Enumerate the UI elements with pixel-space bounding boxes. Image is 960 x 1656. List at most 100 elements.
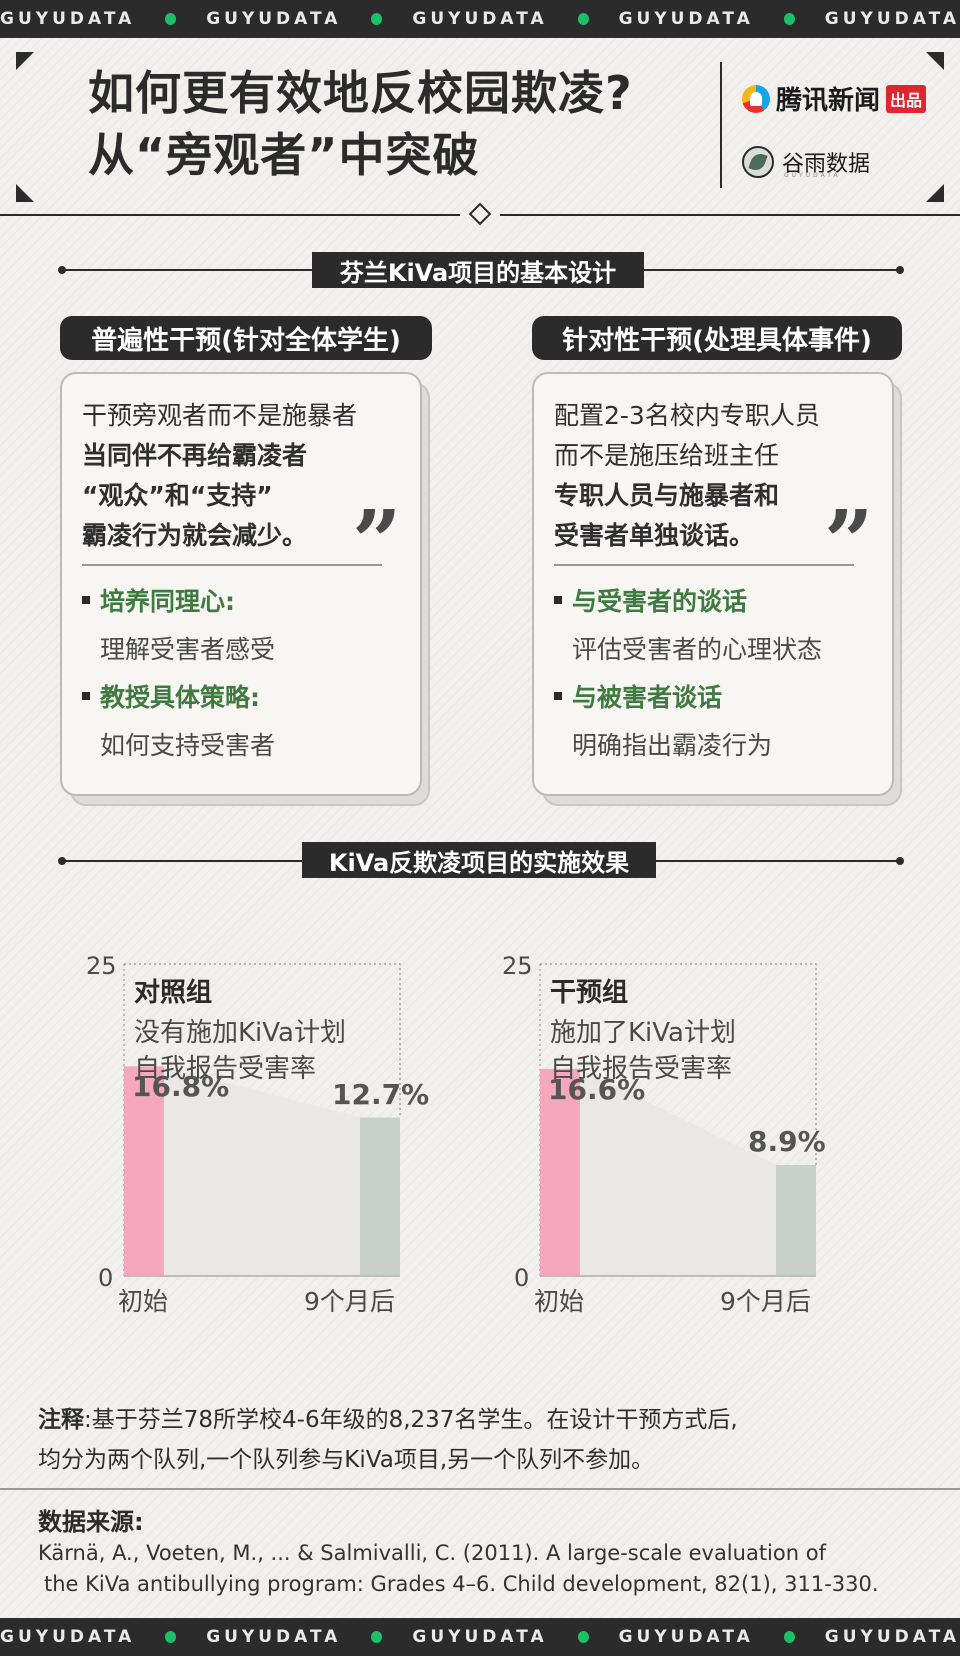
- y-tick-label: 25: [86, 952, 117, 980]
- dot-icon: [165, 1631, 177, 1643]
- data-label: 16.8%: [132, 1070, 230, 1104]
- dot-icon: [783, 1631, 795, 1643]
- bullet-description: 如何支持受害者: [100, 731, 276, 760]
- brand1-name: 腾讯新闻: [776, 86, 881, 116]
- data-label: 16.6%: [548, 1072, 646, 1106]
- band-word: GUYUDATA: [0, 9, 136, 29]
- card-line: 而不是施压给班主任: [554, 441, 780, 470]
- bar-9-months: [776, 1164, 816, 1276]
- band-word: GUYUDATA: [206, 1627, 342, 1647]
- bullet-title: 培养同理心:: [100, 587, 235, 616]
- corner-mark-icon: [16, 184, 34, 202]
- leaf-logo-icon: [742, 146, 774, 178]
- chart-subtitle: 自我报告受害率: [134, 1054, 317, 1084]
- bell-logo-icon: [742, 84, 770, 113]
- top-brand-band: GUYUDATA GUYUDATA GUYUDATA GUYUDATA GUYU…: [0, 0, 960, 38]
- card-line: 当同伴不再给霸凌者: [82, 441, 308, 470]
- note-text: :基于芬兰78所学校4-6年级的8,237名学生。在设计干预方式后,: [84, 1407, 738, 1433]
- citation-line: Kärnä, A., Voeten, M., ... & Salmivalli,…: [38, 1541, 826, 1565]
- dot-icon: [577, 1631, 589, 1643]
- chart-title: 干预组: [550, 978, 629, 1008]
- brand2-name: 谷雨数据: [782, 152, 871, 177]
- source-citation: Kärnä, A., Voeten, M., ... & Salmivalli,…: [38, 1538, 938, 1600]
- chart-subtitle: 自我报告受害率: [550, 1054, 733, 1084]
- bar-initial: [124, 1066, 164, 1276]
- band-word: GUYUDATA: [824, 1627, 960, 1647]
- card-line: 配置2-3名校内专职人员: [554, 401, 820, 430]
- x-tick-label: 9个月后: [720, 1287, 811, 1316]
- card-line: 受害者单独谈话。: [554, 521, 755, 550]
- section2-title: KiVa反欺凌项目的实施效果: [302, 842, 656, 878]
- bullet-square-icon: [82, 596, 90, 604]
- section1-title: 芬兰KiVa项目的基本设计: [312, 252, 644, 288]
- dot-icon: [371, 1631, 383, 1643]
- chart-subtitle: 没有施加KiVa计划: [134, 1018, 346, 1048]
- note-text: 均分为两个队列,一个队列参与KiVa项目,另一个队列不参加。: [38, 1447, 655, 1473]
- band-word: GUYUDATA: [0, 1627, 136, 1647]
- chart-frame: [540, 963, 817, 1165]
- trend-area: [580, 1068, 776, 1276]
- bullet-title: 教授具体策略:: [100, 683, 260, 712]
- x-tick-label: 初始: [534, 1287, 585, 1316]
- citation-line: the KiVa antibullying program: Grades 4–…: [44, 1572, 879, 1596]
- dot-icon: [783, 13, 795, 25]
- card-rule: [82, 564, 382, 566]
- control-group-chart: 25 0 对照组 没有施加KiVa计划 自我报告受害率 16.8% 12.7% 初始 9个月后: [80, 900, 440, 1390]
- card-line: 专职人员与施暴者和: [554, 481, 780, 510]
- note-label: 注释: [38, 1407, 84, 1433]
- band-word: GUYUDATA: [206, 9, 342, 29]
- universal-intervention-card: 干预旁观者而不是施暴者 当同伴不再给霸凌者 “观众”和“支持” 霸凌行为就会减少…: [60, 372, 422, 796]
- guyu-data-logo: 谷雨数据 GUYUDATA: [742, 146, 871, 179]
- dot-icon: [371, 13, 383, 25]
- page-title: 如何更有效地反校园欺凌? 从“旁观者”中突破: [88, 62, 633, 186]
- intervention-group-chart: 25 0 干预组 施加了KiVa计划 自我报告受害率 16.6% 8.9% 初始 9个月后: [496, 900, 856, 1390]
- bullet-title: 与受害者的谈话: [572, 587, 748, 616]
- card-bullet: 与受害者的谈话: [554, 582, 747, 618]
- card-bullet: 教授具体策略:: [82, 678, 260, 714]
- chart-subtitle: 施加了KiVa计划: [550, 1018, 736, 1048]
- corner-mark-icon: [926, 52, 944, 70]
- card-bullet: 与被害者谈话: [554, 678, 722, 714]
- band-word: GUYUDATA: [412, 9, 548, 29]
- bar-initial: [540, 1068, 580, 1276]
- chart-svg: [123, 963, 401, 1277]
- bullet-square-icon: [554, 692, 562, 700]
- header-rule: [0, 214, 460, 216]
- band-word: GUYUDATA: [618, 1627, 754, 1647]
- title-line-1: 如何更有效地反校园欺凌?: [88, 66, 633, 120]
- source-rule: [0, 1488, 960, 1490]
- quote-mark-icon: ”: [352, 492, 402, 593]
- card-statement: 干预旁观者而不是施暴者 当同伴不再给霸凌者 “观众”和“支持” 霸凌行为就会减少…: [82, 396, 357, 556]
- header-rule: [500, 214, 960, 216]
- band-word: GUYUDATA: [824, 9, 960, 29]
- dot-icon: [165, 13, 177, 25]
- y-tick-label: 0: [98, 1264, 114, 1292]
- footnote: 注释:基于芬兰78所学校4-6年级的8,237名学生。在设计干预方式后, 均分为…: [38, 1400, 918, 1480]
- bullet-square-icon: [554, 596, 562, 604]
- diamond-icon: [468, 202, 492, 226]
- targeted-intervention-card: 配置2-3名校内专职人员 而不是施压给班主任 专职人员与施暴者和 受害者单独谈话…: [532, 372, 894, 796]
- dot-icon: [577, 13, 589, 25]
- bullet-description: 理解受害者感受: [100, 635, 276, 664]
- tencent-news-logo: 腾讯新闻 出品: [742, 80, 927, 117]
- x-tick-label: 初始: [118, 1287, 169, 1316]
- y-tick-label: 0: [514, 1264, 530, 1292]
- chart-svg: [539, 963, 817, 1277]
- bullet-title: 与被害者谈话: [572, 683, 723, 712]
- brand2-sub: GUYUDATA: [784, 172, 841, 179]
- chart-title: 对照组: [134, 978, 213, 1008]
- source-label: 数据来源:: [38, 1508, 144, 1536]
- bottom-brand-band: GUYUDATA GUYUDATA GUYUDATA GUYUDATA GUYU…: [0, 1618, 960, 1656]
- targeted-intervention-pill: 针对性干预(处理具体事件): [532, 316, 902, 360]
- title-line-2: 从“旁观者”中突破: [88, 128, 480, 182]
- quote-mark-icon: ”: [824, 492, 874, 593]
- bullet-description: 明确指出霸凌行为: [572, 731, 773, 760]
- bar-9-months: [360, 1117, 400, 1276]
- title-divider: [720, 62, 722, 188]
- data-label: 12.7%: [332, 1077, 430, 1111]
- data-label: 8.9%: [748, 1124, 826, 1158]
- universal-intervention-pill: 普遍性干预(针对全体学生): [60, 316, 432, 360]
- card-rule: [554, 564, 854, 566]
- card-bullet: 培养同理心:: [82, 582, 235, 618]
- chart-frame: [124, 963, 401, 1118]
